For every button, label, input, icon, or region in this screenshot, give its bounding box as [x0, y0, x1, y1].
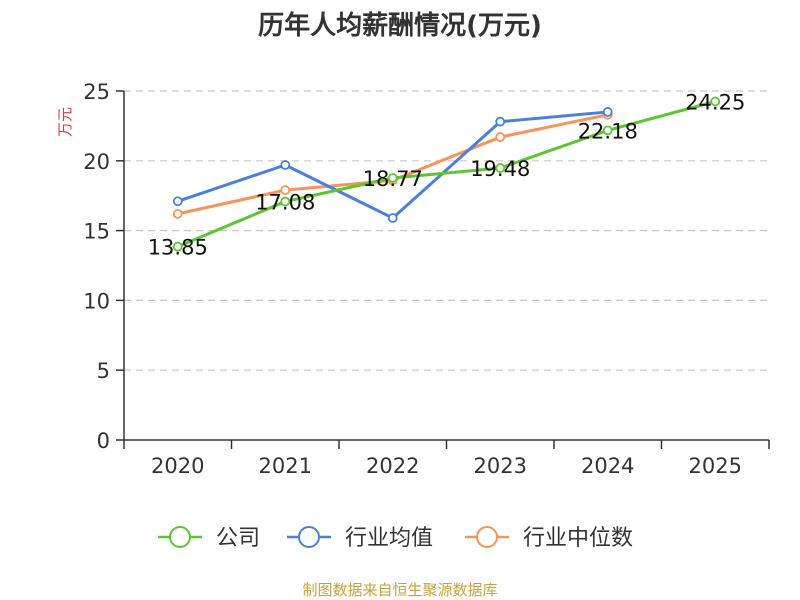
x-tick-label: 2023	[474, 454, 527, 478]
data-point	[280, 160, 291, 170]
legend-marker	[298, 526, 320, 548]
legend[interactable]: 公司 行业均值 行业中位数	[158, 526, 633, 551]
legend-item-2[interactable]: 行业中位数	[465, 526, 633, 551]
x-tick-label: 2024	[581, 454, 634, 478]
legend-item-0[interactable]: 公司	[158, 526, 260, 551]
y-tick-label: 25	[83, 80, 110, 104]
x-axis-ticks: 2020 2021 2022 2023 2024 2025	[123, 440, 770, 478]
series-line-2	[177, 113, 609, 216]
data-labels: 13.85 17.08 18.77 19.48 22.18 24.25	[148, 90, 746, 259]
data-point	[495, 132, 506, 142]
chart-title: 历年人均薪酬情况(万元)	[258, 10, 542, 41]
y-tick-label: 15	[83, 220, 110, 244]
legend-marker	[169, 526, 191, 548]
x-tick-label: 2021	[259, 454, 312, 478]
data-point	[602, 125, 613, 136]
y-tick-label: 0	[97, 429, 110, 453]
x-tick-label: 2022	[366, 454, 419, 478]
data-label: 17.08	[255, 191, 315, 215]
x-tick-label: 2020	[151, 454, 204, 478]
data-label: 19.48	[470, 157, 530, 181]
series-lines	[172, 96, 721, 252]
y-tick-label: 10	[83, 289, 110, 313]
axes	[123, 91, 769, 441]
data-point	[280, 196, 291, 207]
legend-label: 行业均值	[345, 526, 433, 551]
y-axis-ticks: 0 5 10 15 20 25	[83, 80, 124, 453]
y-axis-unit: 万元	[56, 107, 74, 137]
y-tick-label: 20	[83, 150, 110, 174]
legend-label: 行业中位数	[523, 526, 633, 551]
data-point	[280, 185, 291, 196]
data-point	[387, 173, 398, 183]
data-point	[172, 241, 183, 252]
series-line-0	[177, 100, 716, 249]
data-point	[172, 196, 183, 207]
data-label: 13.85	[148, 236, 208, 260]
data-point	[172, 208, 183, 219]
data-label: 22.18	[578, 119, 638, 143]
x-tick-label: 2025	[689, 454, 742, 478]
data-point	[495, 116, 506, 127]
source-note: 制图数据来自恒生聚源数据库	[302, 581, 497, 599]
data-point	[602, 107, 613, 117]
data-point	[710, 96, 721, 107]
legend-label: 公司	[216, 526, 260, 551]
data-point	[495, 163, 506, 173]
data-label: 18.77	[363, 167, 423, 191]
grid-lines	[124, 90, 769, 371]
data-point	[387, 213, 398, 223]
legend-marker	[476, 526, 498, 548]
y-tick-label: 5	[97, 359, 110, 383]
legend-item-1[interactable]: 行业均值	[287, 526, 433, 551]
data-label: 24.25	[685, 90, 745, 114]
